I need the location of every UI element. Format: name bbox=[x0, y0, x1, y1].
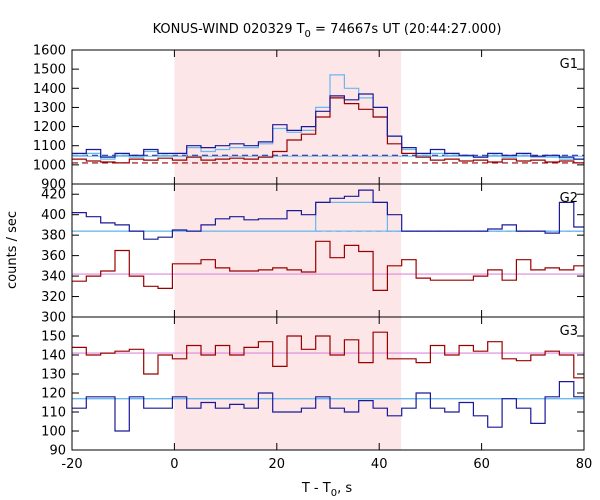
panel-g3-ytick-label-4: 130 bbox=[41, 368, 66, 383]
x-axis-label-sub: 0 bbox=[331, 488, 337, 499]
panel-g2-ytick-label-0: 300 bbox=[41, 311, 66, 326]
panel-g2-ytick-label-4: 380 bbox=[41, 229, 66, 244]
panel-g2-ytick-label-3: 360 bbox=[41, 249, 66, 264]
chart-title: KONUS-WIND 020329 T0 = 74667s UT (20:44:… bbox=[153, 22, 502, 40]
panel-g2-series-navy bbox=[72, 189, 584, 240]
panel-g3-ytick-label-0: 90 bbox=[49, 444, 66, 459]
panel-g2-series-dark_red bbox=[72, 240, 584, 291]
panel-g3-ytick-label-2: 110 bbox=[41, 406, 66, 421]
panel-g1-ytick-label-1: 1000 bbox=[33, 158, 66, 173]
panel-g1-ytick-label-6: 1500 bbox=[33, 63, 66, 78]
panel-g1-series-navy bbox=[72, 93, 584, 160]
x-axis-label: T - T0, s bbox=[301, 481, 352, 499]
chart-title-sub: 0 bbox=[305, 29, 311, 40]
x-tick-label-1: 0 bbox=[170, 457, 178, 472]
x-tick-label-3: 40 bbox=[371, 457, 388, 472]
panel-g2-label: G2 bbox=[560, 191, 578, 206]
x-tick-label-0: -20 bbox=[61, 457, 82, 472]
panel-g1-ytick-label-7: 1600 bbox=[33, 44, 66, 59]
panel-g3-ytick-label-6: 150 bbox=[41, 330, 66, 345]
panel-g3-ytick-label-1: 100 bbox=[41, 425, 66, 440]
x-tick-label-4: 60 bbox=[473, 457, 490, 472]
panel-g3-ytick-label-3: 120 bbox=[41, 387, 66, 402]
panel-g1-ytick-label-3: 1200 bbox=[33, 120, 66, 135]
panel-g1-label: G1 bbox=[560, 57, 578, 72]
panel-g3-series-navy bbox=[72, 381, 584, 432]
x-tick-label-5: 80 bbox=[576, 457, 593, 472]
panel-g2-ytick-label-6: 420 bbox=[41, 188, 66, 203]
x-axis-label-rest: , s bbox=[337, 481, 352, 496]
chart-title-main: KONUS-WIND 020329 T bbox=[153, 22, 305, 37]
chart-title-rest: = 74667s UT (20:44:27.000) bbox=[311, 22, 501, 37]
panel-g3-series bbox=[72, 331, 584, 432]
panel-g3-series-dark_red bbox=[72, 331, 584, 379]
panel-g2-series bbox=[72, 189, 584, 291]
panel-g1-ytick-label-4: 1300 bbox=[33, 101, 66, 116]
x-tick-label-2: 20 bbox=[269, 457, 286, 472]
panel-g1-ytick-label-5: 1400 bbox=[33, 82, 66, 97]
panel-g1-ytick-label-2: 1100 bbox=[33, 139, 66, 154]
panel-g1-series bbox=[72, 74, 584, 164]
panel-g2-ytick-label-1: 320 bbox=[41, 290, 66, 305]
shaded-interval bbox=[174, 50, 402, 450]
y-axis-label: counts / sec bbox=[5, 211, 20, 289]
panel-g3-ytick-label-5: 140 bbox=[41, 349, 66, 364]
x-axis-label-main: T - T bbox=[301, 481, 331, 496]
plot-layer: G19001000110012001300140015001600G230032… bbox=[33, 44, 592, 473]
panel-g3-frame bbox=[71, 316, 585, 451]
panel-g2-ytick-label-2: 340 bbox=[41, 270, 66, 285]
panel-g2-ytick-label-5: 400 bbox=[41, 208, 66, 223]
panel-g1-ytick-label-0: 900 bbox=[41, 178, 66, 193]
panel-g3-label: G3 bbox=[560, 324, 578, 339]
